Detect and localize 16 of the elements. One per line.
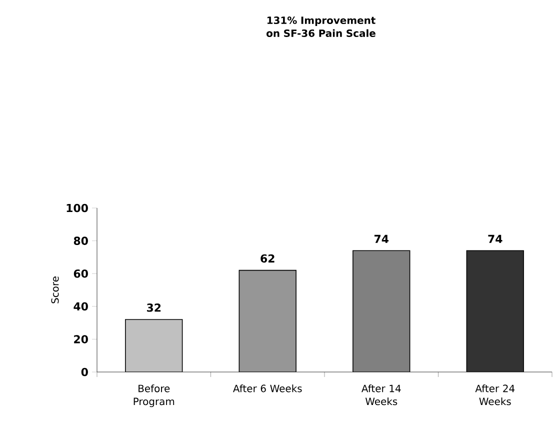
y-tick-label: 80	[74, 236, 88, 245]
data-label: 62	[260, 254, 274, 263]
y-axis-title: Score	[51, 276, 59, 304]
data-label: 74	[374, 234, 388, 243]
y-tick-label: 40	[74, 302, 88, 311]
y-tick-label: 0	[81, 368, 88, 376]
y-tick-label: 60	[74, 269, 88, 278]
x-tick-label: After 24 Weeks	[475, 384, 515, 406]
y-tick-label: 100	[66, 204, 88, 212]
x-tick-label: After 6 Weeks	[233, 384, 302, 392]
data-label: 32	[146, 304, 161, 312]
data-label: 74	[488, 234, 502, 243]
x-tick-label: Before Program	[134, 384, 174, 408]
chart-title: 131% Improvement on SF-36 Pain Scale	[266, 16, 376, 37]
y-tick-label: 20	[74, 335, 88, 344]
x-tick-label: After 14 Weeks	[361, 384, 401, 406]
